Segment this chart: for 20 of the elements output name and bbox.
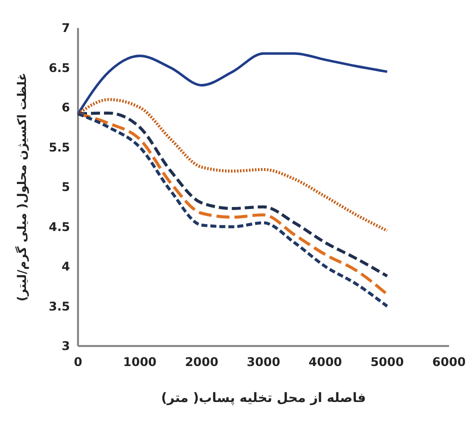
line-series bbox=[76, 98, 389, 232]
y-tick-label: 5.5 bbox=[48, 140, 70, 154]
x-tick-label: 5000 bbox=[370, 355, 404, 369]
y-tick-label: 7 bbox=[62, 21, 70, 36]
y-tick-label: 6.5 bbox=[48, 60, 70, 75]
x-tick-label: 2000 bbox=[184, 355, 218, 369]
y-tick-label: 6 bbox=[62, 100, 70, 115]
y-tick-label: 4.5 bbox=[48, 220, 70, 234]
x-tick-label: 0 bbox=[74, 355, 82, 369]
x-tick-label: 1000 bbox=[123, 355, 157, 369]
x-tick-label: 3000 bbox=[246, 355, 280, 369]
x-axis-title: فاصله از محل تخلیه پساب( متر) bbox=[161, 391, 366, 406]
y-axis-title: غلظت اکسیژن محلول( میلی گرم/لیتر) bbox=[15, 72, 29, 302]
y-tick-label: 3 bbox=[62, 339, 70, 354]
y-tick-label: 4 bbox=[62, 260, 70, 274]
y-tick-label: 3.5 bbox=[48, 299, 70, 314]
x-tick-label: 4000 bbox=[308, 355, 342, 369]
y-tick-label: 5 bbox=[62, 180, 70, 194]
line-series bbox=[76, 52, 388, 116]
x-tick-label: 6000 bbox=[432, 355, 466, 369]
